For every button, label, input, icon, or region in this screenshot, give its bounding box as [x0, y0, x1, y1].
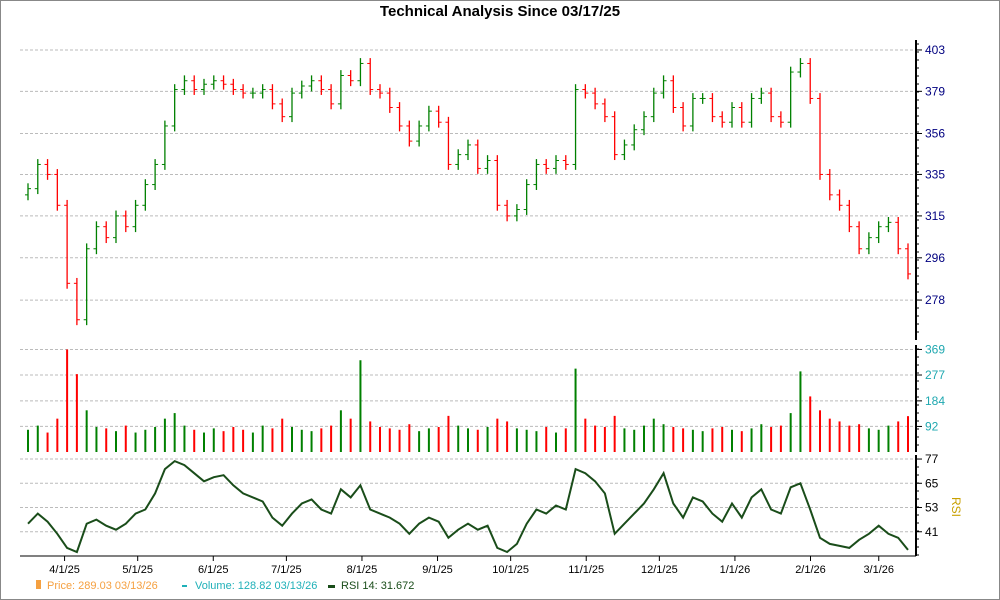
volume-legend-swatch: [182, 585, 187, 588]
price-tick-label: 296: [925, 251, 945, 265]
volume-tick-label: 369: [925, 342, 945, 356]
rsi-line: [27, 459, 909, 554]
volume-tick-label: 277: [925, 368, 945, 382]
legend-volume-text: Volume: 128.82 03/13/26: [195, 580, 318, 592]
rsi-tick-label: 41: [925, 525, 939, 539]
price-tick-label: 278: [925, 293, 945, 307]
x-tick-label: 6/1/25: [198, 564, 229, 576]
price-legend-swatch: [36, 580, 41, 589]
price-tick-label: 315: [925, 209, 945, 223]
x-tick-label: 3/1/26: [863, 564, 894, 576]
legend-volume: Volume: 128.82 03/13/26: [182, 580, 317, 592]
price-tick-label: 379: [925, 84, 945, 98]
rsi-tick-label: 53: [925, 501, 939, 515]
x-tick-label: 11/1/25: [568, 564, 604, 576]
price-tick-label: 335: [925, 167, 945, 181]
x-tick-label: 1/1/26: [720, 564, 751, 576]
legend-rsi-text: RSI 14: 31.672: [341, 580, 415, 592]
rsi-tick-label: 77: [925, 452, 939, 466]
x-tick-label: 4/1/25: [49, 564, 80, 576]
legend-price: Price: 289.03 03/13/26: [36, 580, 158, 592]
x-tick-label: 2/1/26: [795, 564, 826, 576]
price-tick-label: 356: [925, 126, 945, 140]
chart-title: Technical Analysis Since 03/17/25: [379, 3, 621, 20]
volume-tick-label: 92: [925, 419, 939, 433]
x-tick-label: 12/1/25: [641, 564, 678, 576]
x-tick-label: 7/1/25: [271, 564, 302, 576]
x-tick-label: 5/1/25: [122, 564, 153, 576]
volume-tick-label: 184: [925, 394, 945, 408]
legend-price-text: Price: 289.03 03/13/26: [47, 580, 158, 592]
rsi-legend-swatch: [328, 584, 335, 588]
legend-rsi: RSI 14: 31.672: [328, 580, 414, 592]
x-tick-label: 10/1/25: [492, 564, 529, 576]
price-tick-label: 403: [925, 43, 945, 57]
x-tick-label: 9/1/25: [422, 564, 453, 576]
rsi-tick-label: 65: [925, 476, 939, 490]
x-tick-label: 8/1/25: [347, 564, 378, 576]
rsi-axis-label: RSI: [949, 497, 963, 517]
